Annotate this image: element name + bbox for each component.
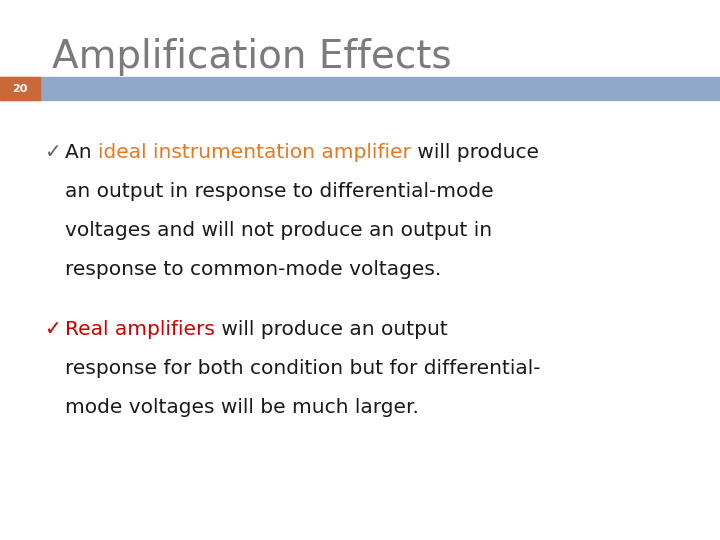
- Text: an output in response to differential-mode: an output in response to differential-mo…: [65, 182, 493, 201]
- Text: ✓: ✓: [45, 320, 61, 339]
- Text: will produce: will produce: [410, 143, 539, 162]
- Text: response to common-mode voltages.: response to common-mode voltages.: [65, 260, 441, 279]
- Text: mode voltages will be much larger.: mode voltages will be much larger.: [65, 398, 418, 417]
- Text: will produce an output: will produce an output: [215, 320, 447, 339]
- Text: Amplification Effects: Amplification Effects: [52, 38, 451, 76]
- Text: An: An: [65, 143, 98, 162]
- Text: ✓: ✓: [45, 143, 61, 162]
- Text: voltages and will not produce an output in: voltages and will not produce an output …: [65, 221, 492, 240]
- Text: 20: 20: [12, 84, 27, 93]
- Text: ideal instrumentation amplifier: ideal instrumentation amplifier: [98, 143, 410, 162]
- Text: response for both condition but for differential-: response for both condition but for diff…: [65, 359, 540, 378]
- Bar: [0, 77, 720, 100]
- Text: Real amplifiers: Real amplifiers: [65, 320, 215, 339]
- Bar: [0, 77, 40, 100]
